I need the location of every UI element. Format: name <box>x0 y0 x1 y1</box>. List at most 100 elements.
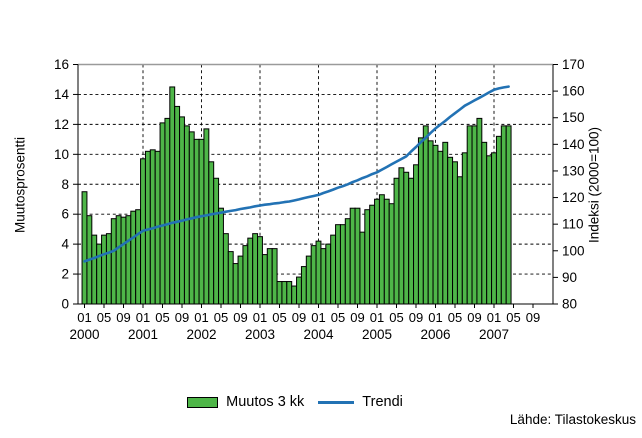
bar <box>310 245 317 305</box>
bar <box>305 255 312 305</box>
bar <box>115 215 122 305</box>
bar <box>281 281 288 305</box>
bar <box>398 167 405 305</box>
bar <box>125 215 132 305</box>
y-right-tick-label: 150 <box>562 110 585 125</box>
x-year-label: 2001 <box>128 327 158 342</box>
x-month-label: 01 <box>77 310 91 325</box>
bar <box>461 152 468 305</box>
bar <box>169 86 176 305</box>
bar <box>456 176 463 305</box>
y-right-tick-label: 90 <box>562 270 577 285</box>
x-month-label: 01 <box>370 310 384 325</box>
bar <box>437 150 444 305</box>
bar <box>344 218 351 305</box>
bar <box>300 266 307 305</box>
x-month-label: 09 <box>409 310 423 325</box>
bar <box>315 240 322 305</box>
bar <box>237 255 244 305</box>
bar <box>481 141 488 305</box>
bar <box>486 155 493 305</box>
x-month-label: 05 <box>331 310 345 325</box>
x-month-label: 05 <box>214 310 228 325</box>
bar <box>135 209 142 305</box>
bar <box>232 263 239 305</box>
left-axis-title: Muutosprosentti <box>12 136 28 234</box>
bar <box>408 177 415 305</box>
bar <box>413 164 419 305</box>
bar <box>257 236 263 305</box>
bar <box>252 233 259 305</box>
x-year-label: 2007 <box>479 327 509 342</box>
tick-labels: 0 2 4 6 8 10 12 14 16 80 90 100 110 120 130 140 150 160 17… <box>54 57 585 342</box>
bar <box>120 216 127 305</box>
y-right-tick-label: 160 <box>562 84 585 99</box>
y-right-tick-label: 80 <box>562 297 577 312</box>
y-left-tick-label: 4 <box>61 237 69 252</box>
legend-item-muutos: Muutos 3 kk <box>187 394 304 410</box>
bar <box>164 117 171 305</box>
y-left-tick-label: 16 <box>54 57 69 72</box>
y-right-tick-label: 100 <box>562 243 585 258</box>
bar <box>276 281 283 305</box>
x-month-label: 05 <box>272 310 286 325</box>
bar <box>422 125 429 305</box>
x-month-label: 09 <box>175 310 189 325</box>
x-month-label: 05 <box>155 310 169 325</box>
bar <box>393 177 400 305</box>
bar <box>179 116 185 305</box>
y-right-tick-label: 170 <box>562 57 585 72</box>
bar <box>354 207 361 305</box>
bar <box>339 224 346 305</box>
bar <box>271 248 278 305</box>
x-month-label: 01 <box>487 310 501 325</box>
bar <box>447 156 454 305</box>
x-month-label: 05 <box>506 310 520 325</box>
x-year-label: 2002 <box>186 327 216 342</box>
bar <box>330 234 337 305</box>
bar <box>427 140 434 305</box>
x-month-label: 01 <box>428 310 442 325</box>
bar <box>364 209 371 305</box>
bar <box>296 276 302 305</box>
y-left-tick-label: 14 <box>54 87 70 102</box>
bar <box>505 125 512 305</box>
bar <box>471 125 478 305</box>
bar <box>369 204 376 305</box>
x-month-label: 01 <box>253 310 267 325</box>
x-month-label: 09 <box>233 310 247 325</box>
y-left-tick-label: 2 <box>61 267 69 282</box>
y-left-tick-label: 6 <box>61 207 69 222</box>
tick-marks <box>73 64 558 308</box>
bar <box>452 161 458 305</box>
bar <box>476 117 483 305</box>
bar <box>403 171 410 305</box>
bar <box>247 237 254 305</box>
bar <box>378 194 385 305</box>
bar <box>491 152 497 305</box>
bar <box>374 198 380 305</box>
x-month-label: 05 <box>448 310 462 325</box>
y-left-tick-label: 0 <box>61 297 69 312</box>
bar <box>193 138 200 305</box>
bar <box>222 233 229 305</box>
x-month-label: 01 <box>136 310 150 325</box>
bar <box>500 125 507 305</box>
bar <box>325 243 332 305</box>
trend-line <box>83 85 510 263</box>
legend: Muutos 3 kk Trendi <box>0 394 616 410</box>
bar <box>320 248 327 305</box>
bar <box>213 177 220 305</box>
bar <box>495 135 502 305</box>
bar <box>442 141 449 305</box>
bar <box>466 125 473 305</box>
bar <box>81 191 88 305</box>
bar <box>218 207 224 305</box>
x-year-label: 2004 <box>303 327 334 342</box>
y-left-tick-label: 12 <box>54 117 69 132</box>
bar <box>198 138 205 305</box>
bar <box>261 254 268 305</box>
bar <box>227 251 234 305</box>
x-year-label: 2000 <box>69 327 99 342</box>
